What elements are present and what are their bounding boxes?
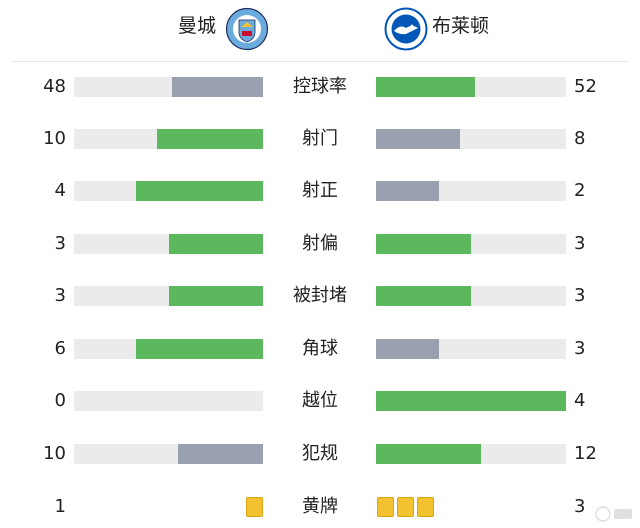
stat-row: 3 射偏 3 (0, 225, 640, 265)
manchester-city-crest-icon (225, 7, 269, 51)
home-stat-bar (74, 181, 263, 201)
watermark-icon (595, 506, 632, 522)
stat-label: 被封堵 (293, 285, 347, 306)
home-yellow-cards (243, 497, 263, 517)
away-stat-bar-fill (376, 181, 439, 201)
home-stat-bar (74, 234, 263, 254)
home-stat-value: 6 (54, 338, 66, 359)
stat-row: 4 射正 2 (0, 172, 640, 212)
brighton-crest-icon (384, 7, 428, 51)
away-stat-bar (376, 444, 566, 464)
away-stat-bar (376, 391, 566, 411)
away-stat-value: 12 (574, 443, 597, 464)
yellow-card-icon (397, 497, 414, 517)
stat-row-yellow-cards: 1 黄牌 3 (0, 488, 640, 528)
away-stat-bar (376, 77, 566, 97)
away-stat-bar-fill (376, 234, 471, 254)
away-stat-bar (376, 286, 566, 306)
away-stat-value: 52 (574, 76, 597, 97)
stat-label: 射偏 (302, 233, 338, 254)
home-yellow-cards-value: 1 (54, 496, 66, 517)
home-stat-bar-fill (177, 444, 263, 464)
home-stat-bar-fill (136, 181, 263, 201)
stat-row: 10 射门 8 (0, 120, 640, 160)
home-stat-value: 10 (43, 443, 66, 464)
away-stat-value: 3 (574, 285, 586, 306)
away-stat-bar-fill (376, 339, 439, 359)
stat-row: 0 越位 4 (0, 382, 640, 422)
away-stat-value: 4 (574, 390, 586, 411)
match-header: 曼城 布莱顿 (0, 0, 640, 60)
away-stat-bar (376, 339, 566, 359)
stat-row: 3 被封堵 3 (0, 277, 640, 317)
stat-label: 射门 (302, 128, 338, 149)
away-stat-bar-fill (376, 444, 481, 464)
header-divider (12, 61, 628, 62)
stat-row: 10 犯规 12 (0, 435, 640, 475)
away-stat-value: 8 (574, 128, 586, 149)
home-stat-value: 10 (43, 128, 66, 149)
yellow-card-icon (417, 497, 434, 517)
stat-label: 射正 (302, 180, 338, 201)
away-stat-value: 2 (574, 180, 586, 201)
home-stat-bar (74, 129, 263, 149)
home-stat-value: 3 (54, 233, 66, 254)
home-stat-bar (74, 77, 263, 97)
stat-label: 角球 (302, 338, 338, 359)
stat-label: 越位 (302, 390, 338, 411)
stat-label: 黄牌 (302, 496, 338, 517)
away-team-name: 布莱顿 (432, 15, 490, 37)
home-stat-bar (74, 286, 263, 306)
stat-label: 控球率 (293, 76, 347, 97)
home-stat-bar-fill (168, 286, 263, 306)
home-stat-value: 4 (54, 180, 66, 201)
home-stat-bar-fill (157, 129, 263, 149)
home-stat-value: 48 (43, 76, 66, 97)
away-stat-bar (376, 129, 566, 149)
home-stat-bar-fill (172, 77, 263, 97)
home-team-name: 曼城 (178, 15, 217, 37)
away-stat-bar (376, 181, 566, 201)
away-stat-bar-fill (376, 77, 475, 97)
home-stat-value: 3 (54, 285, 66, 306)
stat-row: 48 控球率 52 (0, 68, 640, 108)
home-stat-bar-fill (136, 339, 263, 359)
stat-label: 犯规 (302, 443, 338, 464)
away-stat-bar (376, 234, 566, 254)
away-stat-bar-fill (376, 391, 566, 411)
away-stat-value: 3 (574, 233, 586, 254)
away-yellow-cards (377, 497, 437, 517)
away-yellow-cards-value: 3 (574, 496, 586, 517)
yellow-card-icon (246, 497, 263, 517)
home-stat-bar (74, 339, 263, 359)
away-stat-value: 3 (574, 338, 586, 359)
home-stat-bar-fill (168, 234, 263, 254)
yellow-card-icon (377, 497, 394, 517)
stat-row: 6 角球 3 (0, 330, 640, 370)
home-stat-bar (74, 391, 263, 411)
home-stat-bar (74, 444, 263, 464)
away-stat-bar-fill (376, 286, 471, 306)
away-stat-bar-fill (376, 129, 460, 149)
home-stat-value: 0 (54, 390, 66, 411)
